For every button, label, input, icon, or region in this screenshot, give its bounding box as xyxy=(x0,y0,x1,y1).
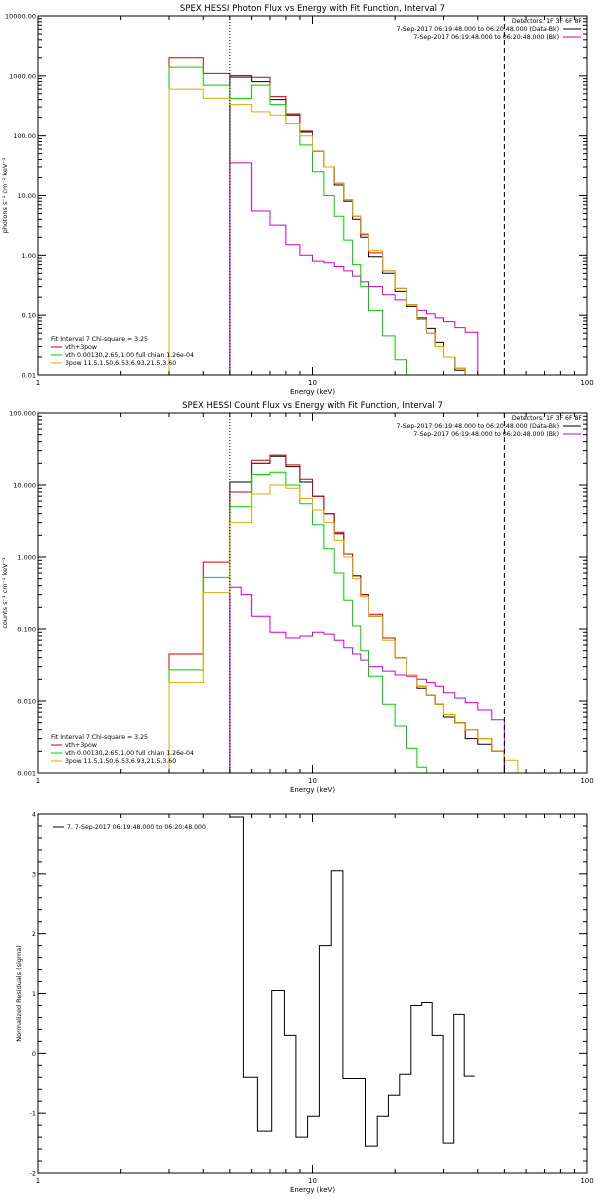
series-group xyxy=(168,454,532,773)
y-tick-label: 0.001 xyxy=(17,770,36,778)
series-line-3pow xyxy=(168,484,532,773)
series-line-bk xyxy=(229,586,505,773)
legend-label: vth 0.00130,2.65,1.00 full chian 1.26e-0… xyxy=(65,352,194,359)
legend-label: 7. 7-Sep-2017 06:19:48.000 to 06:20:48.0… xyxy=(67,824,206,831)
legend-label: vth 0.00130,2.65,1.00 full chian 1.26e-0… xyxy=(65,750,194,757)
x-axis-label: Energy (keV) xyxy=(290,1186,335,1194)
y-tick-label: 10.000 xyxy=(13,482,36,490)
detector-info-line: Detectors: 1F 3F 6F 8F xyxy=(512,18,583,25)
y-axis-label: Normalized Residuals (sigma) xyxy=(15,945,23,1042)
series-line-vth xyxy=(168,66,407,375)
y-tick-label: 4 xyxy=(32,811,36,819)
x-axis-label: Energy (keV) xyxy=(290,786,335,794)
y-tick-label: 2 xyxy=(32,930,36,938)
y-tick-label: 0.10 xyxy=(22,312,36,320)
y-tick-label: -1 xyxy=(30,1110,36,1118)
y-tick-label: 1.000 xyxy=(17,554,36,562)
x-tick-label: 1 xyxy=(36,777,40,785)
series-line-data-bk xyxy=(229,75,478,375)
legend-label: vth+3pow xyxy=(65,344,97,351)
y-tick-label: 0.010 xyxy=(17,698,36,706)
series-line-data-bk xyxy=(229,455,505,773)
y-tick-label: 10000.00 xyxy=(5,13,36,21)
series-line-residuals xyxy=(229,816,475,1147)
series-line-3pow xyxy=(168,88,505,375)
series-line-vth-3pow xyxy=(168,454,505,773)
panel-1: SPEX HESSI Photon Flux vs Energy with Fi… xyxy=(1,4,594,396)
detector-info-line: 7-Sep-2017 06:19:48.000 to 06:20:48.000 … xyxy=(413,431,559,438)
x-tick-label: 100 xyxy=(580,777,593,785)
chart-title: SPEX HESSI Count Flux vs Energy with Fit… xyxy=(182,401,443,411)
y-tick-label: 1.00 xyxy=(22,252,36,260)
legend-label: 3pow 11.5,1.50,6.53,6.93,21.5,3.60 xyxy=(65,758,176,765)
legend-title: Fit Interval 7 Chi-square = 3.25 xyxy=(51,336,148,343)
y-tick-label: 0.01 xyxy=(22,372,36,380)
panel-3: 1 10 100 Energy (keV) -2 -1 0 1 2 3 4 Normalized Re… xyxy=(15,811,594,1195)
y-tick-label: 100.000 xyxy=(9,410,36,418)
x-tick-label: 1 xyxy=(36,1177,40,1185)
y-tick-label: 100.00 xyxy=(13,132,36,140)
series-line-vth xyxy=(168,471,427,773)
x-tick-label: 10 xyxy=(308,777,317,785)
y-tick-label: 0.100 xyxy=(17,626,36,634)
x-tick-label: 1 xyxy=(36,379,40,387)
legend-label: vth+3pow xyxy=(65,742,97,749)
x-tick-label: 100 xyxy=(580,1177,593,1185)
series-line-bk xyxy=(229,162,479,375)
series-group xyxy=(229,816,475,1147)
y-axis-label: photons s⁻¹ cm⁻² keV⁻¹ xyxy=(1,157,9,233)
chart-title: SPEX HESSI Photon Flux vs Energy with Fi… xyxy=(180,4,445,14)
x-tick-label: 10 xyxy=(308,379,317,387)
detector-info-line: Detectors: 1F 3F 6F 8F xyxy=(512,415,583,422)
y-tick-label: -2 xyxy=(30,1170,36,1178)
x-axis-label: Energy (keV) xyxy=(290,388,335,396)
y-tick-label: 3 xyxy=(32,870,36,878)
y-tick-label: 10.00 xyxy=(17,192,36,200)
y-tick-label: 0 xyxy=(32,1050,36,1058)
y-axis-label: counts s⁻¹ cm⁻² keV⁻¹ xyxy=(1,557,9,629)
x-tick-label: 10 xyxy=(308,1177,317,1185)
y-tick-label: 1 xyxy=(32,990,36,998)
detector-info-line: 7-Sep-2017 06:19:48.000 to 06:20:48.000 … xyxy=(413,34,559,41)
detector-info-line: 7-Sep-2017 06:19:48.000 to 06:20:48.000 … xyxy=(397,423,559,430)
x-tick-label: 100 xyxy=(580,379,593,387)
plot-frame xyxy=(37,813,588,1174)
legend-label: 3pow 11.5,1.50,6.53,6.93,21.5,3.60 xyxy=(65,360,176,367)
series-group xyxy=(168,57,505,375)
series-line-vth-3pow xyxy=(168,57,478,375)
panel-2: SPEX HESSI Count Flux vs Energy with Fit… xyxy=(1,401,594,794)
detector-info-line: 7-Sep-2017 06:19:48.000 to 06:20:48.000 … xyxy=(397,26,559,33)
y-tick-label: 1000.00 xyxy=(9,72,36,80)
legend-title: Fit Interval 7 Chi-square = 3.25 xyxy=(51,734,148,741)
